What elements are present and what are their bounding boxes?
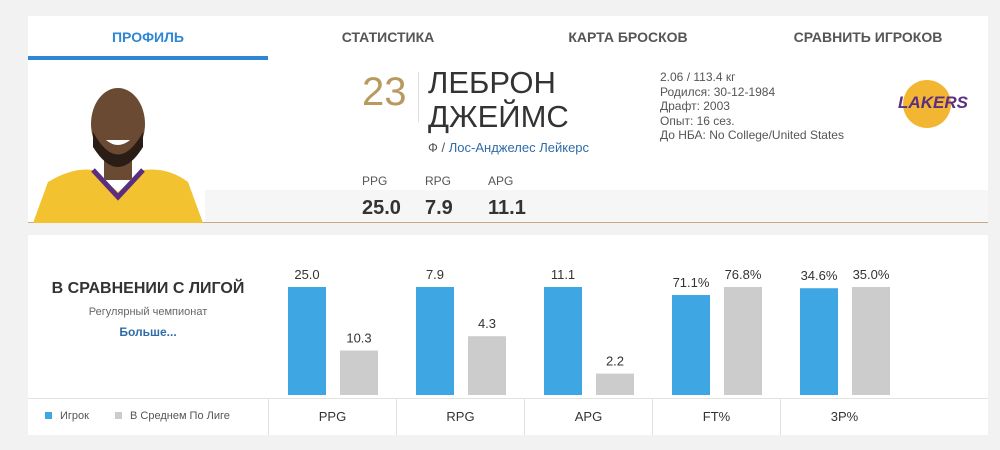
- position: Ф: [428, 140, 438, 155]
- separator: /: [441, 140, 446, 155]
- tab[interactable]: СРАВНИТЬ ИГРОКОВ: [793, 29, 943, 45]
- stat-label: PPG: [362, 174, 388, 188]
- bio: 2.06 / 113.4 кг Родился: 30-12-1984 Драфт:…: [660, 70, 844, 143]
- bar: [416, 287, 454, 395]
- divider: [418, 72, 419, 122]
- bar: [800, 288, 838, 395]
- legend-swatch: [45, 412, 52, 419]
- legend-item: Игрок: [45, 410, 89, 422]
- bar: [724, 287, 762, 395]
- logo-text: LAKERS: [898, 93, 969, 112]
- team-logo: LAKERS: [898, 80, 969, 128]
- value-label: 4.3: [478, 316, 496, 331]
- last-name: ДЖЕЙМС: [428, 99, 569, 134]
- value-label: 25.0: [294, 267, 319, 282]
- position-team: Ф / Лос-Анджелес Лейкерс: [428, 140, 589, 155]
- more-link[interactable]: Больше...: [119, 325, 177, 339]
- stat-label: RPG: [425, 174, 452, 188]
- bar: [340, 350, 378, 395]
- category-label: PPG: [268, 398, 396, 435]
- jersey-number: 23: [362, 70, 407, 114]
- legend-row: [28, 398, 988, 436]
- stat-label: APG: [488, 174, 514, 188]
- player-photo: [33, 88, 203, 223]
- player-name: ЛЕБРОН ДЖЕЙМС: [428, 66, 569, 134]
- chart: 25.0 10.3 7.9 4.3 11.1 2.2 71.1% 76.8% 34.6% 35.0…: [288, 267, 890, 395]
- stat-value: 25.0: [362, 197, 401, 219]
- legend-label: Игрок: [60, 410, 89, 422]
- bio-line: 2.06 / 113.4 кг: [660, 70, 736, 84]
- bar: [852, 287, 890, 395]
- value-label: 7.9: [426, 267, 444, 282]
- legend-label: В Среднем По Лиге: [130, 410, 230, 422]
- bar: [468, 336, 506, 395]
- legend-swatch: [115, 412, 122, 419]
- tab[interactable]: КАРТА БРОСКОВ: [568, 29, 688, 45]
- team-link[interactable]: Лос-Анджелес Лейкерс: [448, 140, 590, 155]
- value-label: 10.3: [346, 331, 371, 346]
- bio-line: Драфт: 2003: [660, 99, 730, 113]
- bar: [544, 287, 582, 395]
- value-label: 34.6%: [801, 268, 838, 283]
- value-label: 71.1%: [673, 275, 710, 290]
- chart-title: В СРАВНЕНИИ С ЛИГОЙ: [51, 280, 245, 297]
- bio-line: Опыт: 16 сез.: [660, 113, 735, 128]
- category-label: RPG: [396, 398, 524, 435]
- tab-bar: ПРОФИЛЬ СТАТИСТИКА КАРТА БРОСКОВ СРАВНИТ…: [28, 16, 988, 60]
- chart-subtitle: Регулярный чемпионат: [88, 306, 208, 318]
- stats-row: [205, 190, 988, 222]
- bar: [288, 287, 326, 395]
- bio-line: Родился: 30-12-1984: [660, 84, 776, 99]
- tab[interactable]: ПРОФИЛЬ: [28, 16, 268, 60]
- value-label: 35.0%: [853, 267, 890, 282]
- bio-line: До НБА: No College/United States: [660, 128, 844, 142]
- stat-value: 11.1: [488, 197, 526, 219]
- category-label: APG: [524, 398, 652, 435]
- value-label: 11.1: [551, 267, 575, 282]
- bar: [672, 295, 710, 395]
- first-name: ЛЕБРОН: [428, 65, 556, 100]
- tab[interactable]: СТАТИСТИКА: [341, 29, 435, 45]
- stat-value: 7.9: [425, 197, 453, 219]
- legend-item: В Среднем По Лиге: [115, 410, 230, 422]
- value-label: 76.8%: [725, 267, 762, 282]
- category-label: 3P%: [780, 398, 908, 435]
- category-label: FT%: [652, 398, 780, 435]
- value-label: 2.2: [606, 354, 624, 369]
- bar: [596, 373, 634, 395]
